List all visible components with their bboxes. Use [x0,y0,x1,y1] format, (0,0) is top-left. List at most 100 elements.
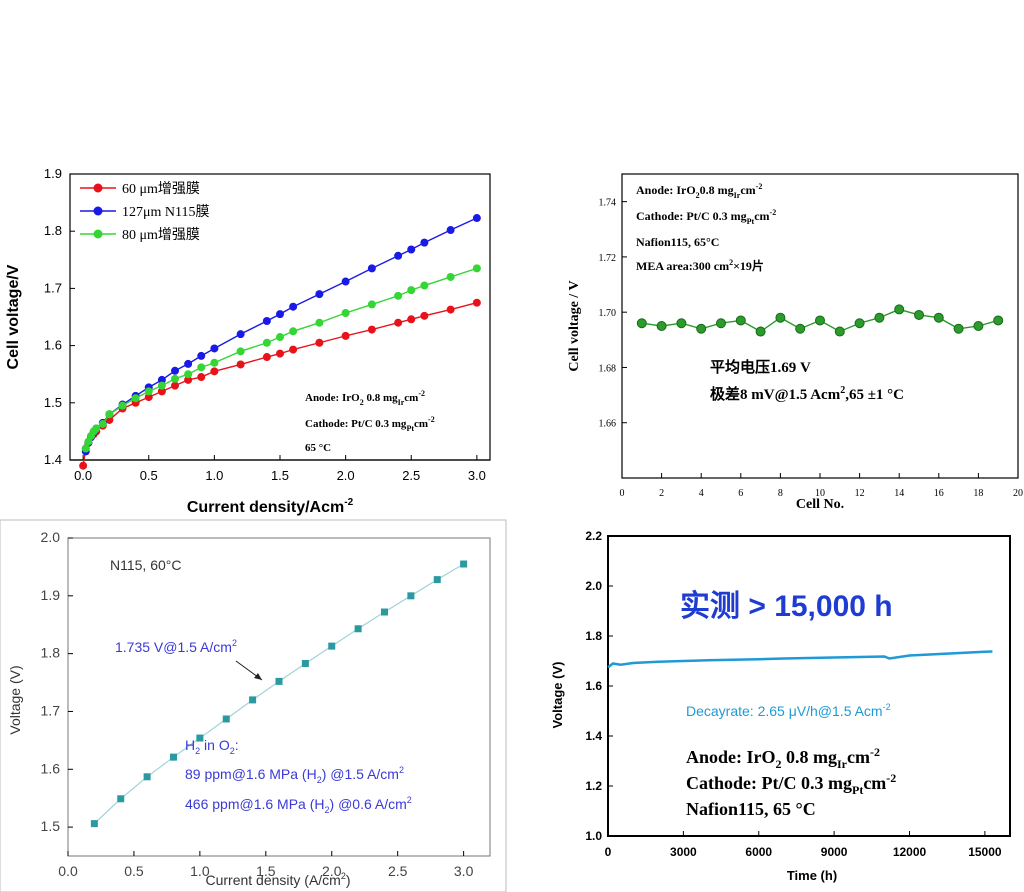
series-line-0 [93,563,464,825]
y-tick-label: 1.5 [44,395,62,410]
y-tick-label: 1.74 [599,198,617,209]
data-point [92,424,101,433]
data-point [289,345,298,354]
data-point [157,381,166,390]
x-tick-label: 10 [815,488,825,499]
series-line-0 [607,650,993,669]
data-point [157,375,166,384]
y-tick-label: 1.7 [44,280,62,295]
stack-cathode-annotation: Cathode: Pt/C 0.3 mgPtcm-2 [636,208,776,226]
x-tick-label: 1.0 [205,468,223,483]
arrow-head [254,673,262,680]
y-tick-label: 1.8 [585,629,602,643]
data-point [196,734,204,742]
x-tick-label: 3.0 [468,468,486,483]
x-axis-label: Current density/Acm-2 [187,497,354,516]
data-point [236,360,245,369]
anode-annotation: Anode: IrO2 0.8 mgIrcm-2 [305,389,425,407]
data-point [210,358,219,367]
x-tick-label: 4 [699,488,704,499]
data-point [143,773,151,781]
data-point [676,318,687,329]
stack-y-axis-label: Cell voltage / V [567,280,582,371]
data-point [636,318,647,329]
data-point [131,394,140,403]
x-tick-label: 16 [934,488,944,499]
data-point [973,321,984,331]
y-tick-label: 1.2 [585,779,602,793]
data-point [171,381,179,390]
y-tick-label: 1.72 [599,253,617,264]
data-point [315,338,324,347]
data-point [472,298,481,307]
data-point [197,363,206,372]
data-point [144,393,153,402]
voltage-range-annotation: 极差8 mV@1.5 Acm2,65 ±1 °C [710,385,904,403]
x-tick-label: 6000 [745,845,772,859]
temperature-annotation: 65 °C [305,442,331,454]
durability-cathode: Cathode: Pt/C 0.3 mgPtcm-2 [686,771,896,797]
average-voltage-annotation: 平均电压1.69 V [710,358,811,376]
n115-polarization-chart: 0.0 0.5 1.0 1.5 2.0 2.5 3.01.51.61.71.81.92.0 … [0,519,507,892]
x-tick-label: 18 [973,488,983,499]
y-tick-label: 1.0 [585,829,602,843]
data-point [184,370,193,379]
data-point [446,305,455,314]
series-line-0 [82,302,478,466]
y-tick-label: 2.0 [41,529,61,545]
data-point [394,318,403,327]
x-tick-label: 2.5 [402,468,420,483]
y-tick-label: 2.2 [585,529,602,543]
data-point [420,311,429,320]
y-tick-label: 1.4 [585,729,602,743]
data-point [184,359,193,368]
stack-mea-annotation: MEA area:300 cm2×19片 [636,258,764,273]
data-point [197,373,206,382]
y-tick-label: 1.68 [599,363,617,374]
data-point [315,290,324,299]
x-tick-label: 12 [855,488,865,499]
y-tick-label: 1.8 [41,645,61,661]
data-point [656,321,667,331]
stack-x-axis-label: Cell No. [796,497,844,512]
x-tick-label: 2.0 [322,863,342,879]
data-point [171,374,179,383]
legend-marker-80 [93,229,103,239]
data-point [98,419,107,428]
data-point [874,312,885,323]
data-point [341,308,350,317]
data-point [716,318,726,329]
data-point [735,315,746,326]
data-point [81,444,90,453]
durability-anode: Anode: IrO2 0.8 mgIrcm-2 [686,745,880,771]
data-point [354,625,362,633]
legend-label-80: 80 μm增强膜 [122,227,200,243]
legend-label-127: 127μm N115膜 [122,204,210,220]
data-point [222,715,230,723]
cathode-annotation: Cathode: Pt/C 0.3 mgPtcm-2 [305,415,435,433]
data-point [914,309,924,320]
x-tick-label: 0 [620,488,625,499]
data-point [815,315,825,326]
data-point [407,245,416,254]
legend-label-60: 60 μm增强膜 [122,181,200,197]
data-point [472,214,481,223]
data-point [394,291,403,300]
data-point [381,608,388,616]
data-point [170,753,177,761]
data-point [854,318,865,329]
data-point [367,300,376,309]
y-tick-label: 1.9 [41,587,61,603]
y-tick-label: 2.0 [585,579,602,593]
data-point [367,264,376,273]
chart-panel-stack-cells: 0 2 4 6 8 10 12 14 16 18 20 1.66 1.68 1.70 1.72 1.74 An… [512,150,1024,520]
data-point [407,315,416,324]
data-point [157,387,166,396]
panel-border [0,519,507,892]
y-tick-label: 1.7 [41,702,61,718]
data-point [275,677,283,685]
data-point [276,310,284,319]
y-tick-label: 1.6 [585,679,602,693]
data-point [993,315,1004,326]
polarization-chart: 0.0 0.5 1.0 1.5 2.0 2.5 3.01.41.51.61.71.81.9 … [5,166,491,516]
